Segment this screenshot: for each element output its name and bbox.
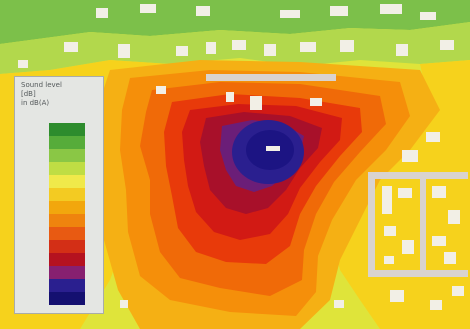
- road-segment: [368, 172, 468, 179]
- legend-swatch: [49, 266, 85, 279]
- building: [340, 40, 354, 52]
- building: [432, 236, 446, 246]
- legend-swatch: [49, 240, 85, 253]
- legend-swatch: [49, 279, 85, 292]
- building: [384, 226, 396, 236]
- building: [226, 92, 234, 102]
- legend-label-right: [87, 227, 107, 240]
- building: [96, 8, 108, 18]
- building: [250, 96, 262, 110]
- building: [402, 240, 414, 254]
- building: [420, 12, 436, 20]
- outer-green-band: [0, 0, 470, 44]
- building: [448, 210, 460, 224]
- legend-swatch: [49, 201, 85, 214]
- legend-color-scale: [49, 123, 85, 305]
- building: [444, 252, 456, 264]
- building: [264, 44, 276, 56]
- legend-label-right: [87, 292, 107, 305]
- legend-label-left: [20, 253, 46, 266]
- legend-swatch: [49, 175, 85, 188]
- building: [330, 6, 348, 16]
- road-segment: [368, 270, 468, 277]
- building: [232, 40, 246, 50]
- legend-swatch: [49, 162, 85, 175]
- building: [176, 46, 188, 56]
- building: [206, 42, 216, 54]
- legend-label-left: [20, 149, 46, 162]
- legend-swatch: [49, 188, 85, 201]
- building: [430, 300, 442, 310]
- building: [140, 4, 156, 13]
- legend-label-left: [20, 227, 46, 240]
- road-segment: [368, 172, 375, 276]
- legend-label-left: [20, 240, 46, 253]
- building: [18, 60, 28, 68]
- legend-label-left: [20, 266, 46, 279]
- legend-label-left: [20, 136, 46, 149]
- legend-label-left: [20, 123, 46, 136]
- legend-label-right: [87, 149, 107, 162]
- building: [310, 98, 322, 106]
- building-group-bottom: [120, 286, 464, 310]
- legend-title: Sound level [dB] in dB(A): [21, 81, 62, 107]
- legend-swatch: [49, 123, 85, 136]
- building: [300, 42, 316, 52]
- building-group-top: [18, 4, 454, 68]
- legend-label-left: [20, 162, 46, 175]
- legend-label-right: [87, 201, 107, 214]
- legend-swatch: [49, 214, 85, 227]
- legend-swatch: [49, 136, 85, 149]
- legend-label-left: [20, 188, 46, 201]
- legend-swatch: [49, 253, 85, 266]
- building: [384, 256, 394, 264]
- legend-swatch: [49, 227, 85, 240]
- legend-label-right: [87, 123, 107, 136]
- legend-right-labels: [87, 123, 107, 305]
- building-group-right: [368, 172, 468, 277]
- map-legend: Sound level [dB] in dB(A): [14, 76, 104, 314]
- building-group-near-source: [156, 86, 440, 162]
- building: [334, 300, 344, 308]
- building: [118, 44, 130, 58]
- building: [396, 44, 408, 56]
- legend-label-right: [87, 175, 107, 188]
- building: [380, 4, 402, 14]
- building: [382, 186, 392, 214]
- legend-left-labels: [20, 123, 46, 305]
- legend-label-left: [20, 279, 46, 292]
- building: [280, 10, 300, 18]
- building: [196, 6, 210, 16]
- legend-swatch: [49, 149, 85, 162]
- building: [156, 86, 166, 94]
- building: [426, 132, 440, 142]
- building: [120, 300, 128, 308]
- road-segment: [420, 172, 426, 276]
- noise-source-marker: [266, 146, 280, 151]
- building: [390, 290, 404, 302]
- legend-label-right: [87, 214, 107, 227]
- building: [440, 40, 454, 50]
- legend-label-right: [87, 188, 107, 201]
- building: [398, 188, 412, 198]
- legend-label-left: [20, 214, 46, 227]
- building: [64, 42, 78, 52]
- building: [432, 186, 446, 198]
- legend-label-right: [87, 240, 107, 253]
- legend-label-left: [20, 201, 46, 214]
- legend-swatch: [49, 292, 85, 305]
- legend-label-right: [87, 279, 107, 292]
- legend-label-right: [87, 162, 107, 175]
- legend-label-left: [20, 175, 46, 188]
- legend-label-right: [87, 253, 107, 266]
- building: [402, 150, 418, 162]
- legend-label-left: [20, 292, 46, 305]
- road-segment: [206, 74, 336, 81]
- building: [452, 286, 464, 296]
- legend-label-right: [87, 136, 107, 149]
- legend-label-right: [87, 266, 107, 279]
